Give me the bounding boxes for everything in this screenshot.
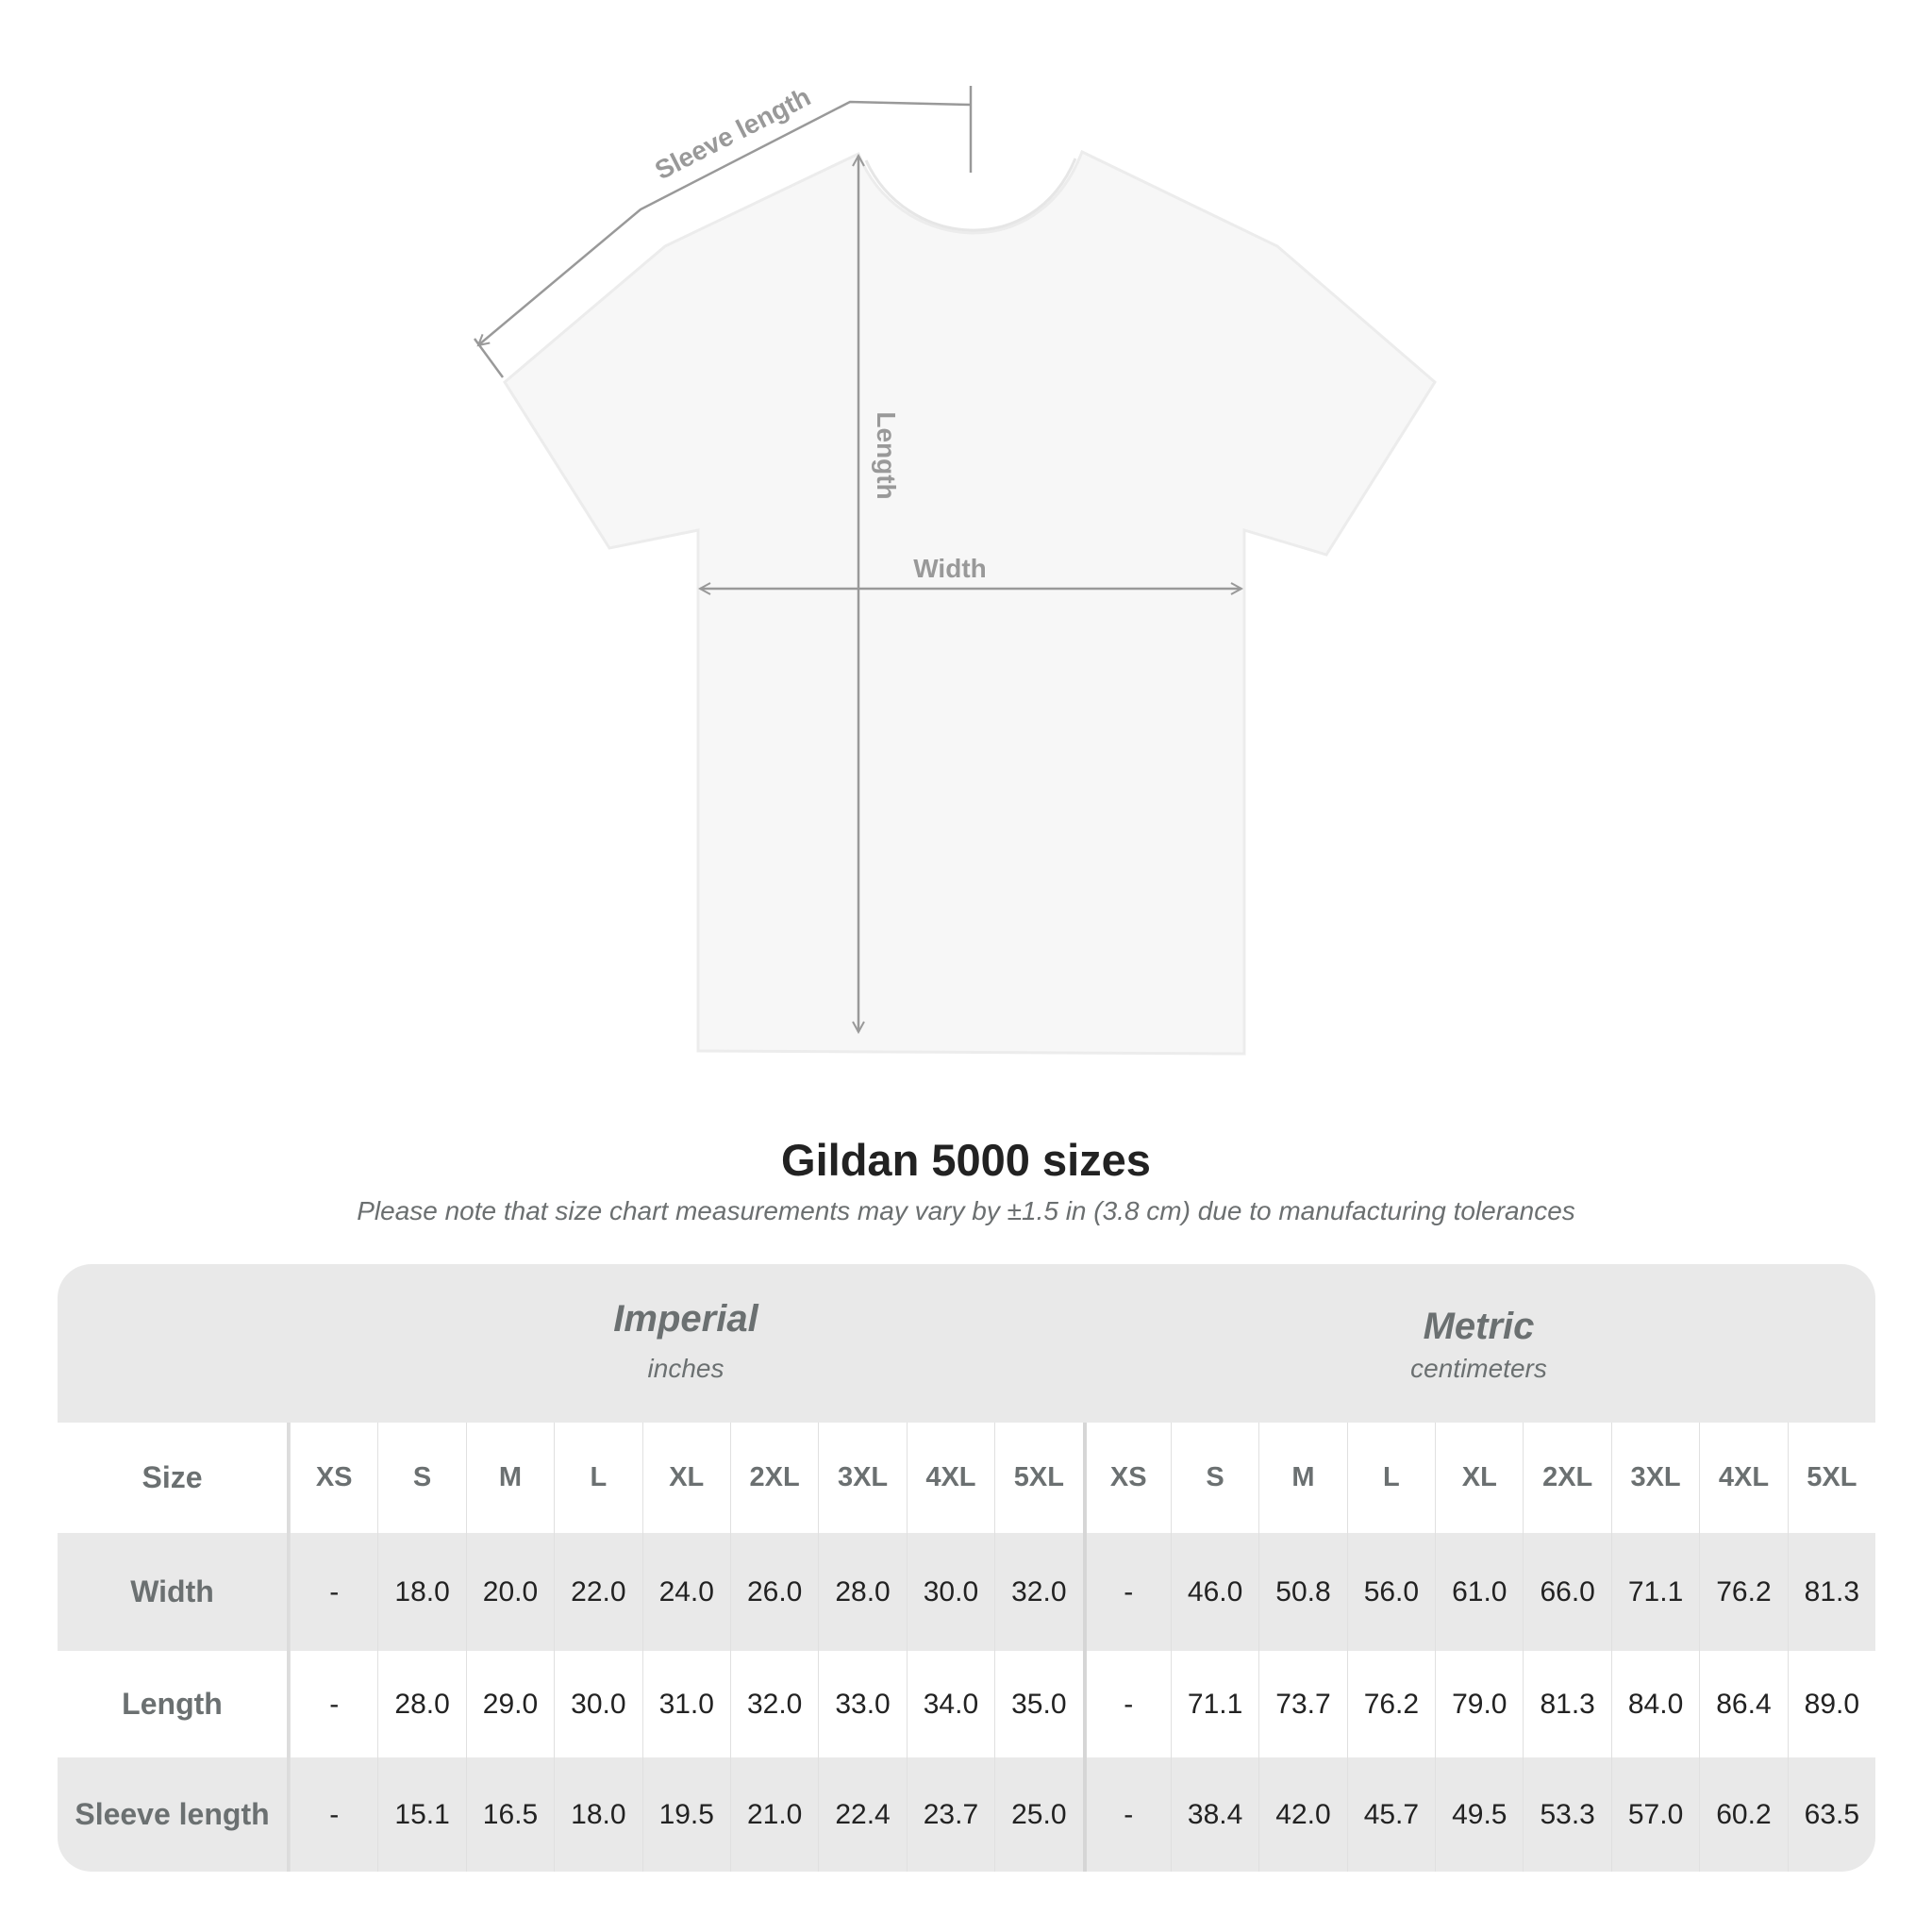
metric-value-cell: 86.4 [1699, 1651, 1787, 1757]
metric-size-header: 4XL [1699, 1423, 1787, 1533]
imperial-value-cell: 20.0 [465, 1533, 554, 1651]
imperial-value-cell: 30.0 [554, 1651, 641, 1757]
metric-value-cell: 61.0 [1435, 1533, 1523, 1651]
metric-size-header: 5XL [1787, 1423, 1875, 1533]
metric-value-cell: 81.3 [1523, 1651, 1610, 1757]
page-title: Gildan 5000 sizes [781, 1135, 1151, 1185]
tolerance-note: Please note that size chart measurements… [357, 1196, 1575, 1225]
imperial-size-header: 4XL [906, 1423, 994, 1533]
metric-value-cell: 81.3 [1787, 1533, 1875, 1651]
metric-value-cell: 66.0 [1523, 1533, 1610, 1651]
tshirt-body [503, 149, 1437, 1056]
imperial-value-cell: 18.0 [377, 1533, 465, 1651]
imperial-value-cell: - [290, 1757, 377, 1872]
imperial-value-cell: 21.0 [729, 1757, 818, 1872]
imperial-value-cell: 22.0 [554, 1533, 641, 1651]
sleeve-length-arrow [478, 100, 972, 345]
imperial-size-header: L [554, 1423, 641, 1533]
metric-value-cell: 53.3 [1523, 1757, 1610, 1872]
table-row: Sleeve length -15.1 16.5 18.0 19.5 21.0 22.4 23… [58, 1757, 1875, 1872]
metric-value-cell: 76.2 [1346, 1651, 1435, 1757]
imperial-value-cell: 33.0 [818, 1651, 906, 1757]
tshirt-diagram: Width Length Sleeve length [473, 82, 1437, 1056]
imperial-size-header: XS [290, 1423, 377, 1533]
size-table: Imperial inches Metric centimeters Size X… [58, 1264, 1875, 1872]
row-label: Width [58, 1533, 290, 1651]
metric-value-cell: 60.2 [1699, 1757, 1787, 1872]
metric-value-cell: - [1082, 1651, 1171, 1757]
imperial-value-cell: 26.0 [729, 1533, 818, 1651]
imperial-value-cell: 23.7 [906, 1757, 994, 1872]
imperial-value-cell: - [290, 1533, 377, 1651]
metric-value-cell: 84.0 [1610, 1651, 1699, 1757]
metric-size-header: XS [1082, 1423, 1171, 1533]
metric-size-header: 3XL [1610, 1423, 1699, 1533]
metric-value-cell: 46.0 [1170, 1533, 1258, 1651]
imperial-heading: Imperial [613, 1298, 758, 1340]
metric-value-cell: 50.8 [1258, 1533, 1346, 1651]
metric-size-header: L [1346, 1423, 1435, 1533]
metric-value-cell: - [1082, 1757, 1171, 1872]
imperial-value-cell: 25.0 [994, 1757, 1082, 1872]
imperial-size-header: 2XL [729, 1423, 818, 1533]
metric-unit: centimeters [1410, 1354, 1547, 1383]
imperial-size-header: XL [641, 1423, 730, 1533]
metric-value-cell: 71.1 [1610, 1533, 1699, 1651]
imperial-value-cell: 19.5 [641, 1757, 730, 1872]
imperial-unit: inches [647, 1354, 724, 1383]
row-label: Length [58, 1651, 290, 1757]
metric-value-cell: 71.1 [1170, 1651, 1258, 1757]
metric-value-cell: 42.0 [1258, 1757, 1346, 1872]
imperial-size-header: 5XL [994, 1423, 1082, 1533]
imperial-size-header: M [465, 1423, 554, 1533]
metric-value-cell: - [1082, 1533, 1171, 1651]
imperial-value-cell: 29.0 [465, 1651, 554, 1757]
metric-value-cell: 45.7 [1346, 1757, 1435, 1872]
length-label: Length [872, 411, 901, 499]
imperial-value-cell: 32.0 [729, 1651, 818, 1757]
size-header-row: Size XS S M L XL 2XL 3XL 4XL 5XL XS S M L XL 2XL 3XL 4XL 5… [58, 1423, 1875, 1533]
metric-value-cell: 49.5 [1435, 1757, 1523, 1872]
imperial-value-cell: 32.0 [994, 1533, 1082, 1651]
metric-heading: Metric [1423, 1306, 1535, 1347]
imperial-value-cell: - [290, 1651, 377, 1757]
imperial-value-cell: 30.0 [906, 1533, 994, 1651]
table-row: Length -28.0 29.0 30.0 31.0 32.0 33.0 34.0 35.0-… [58, 1651, 1875, 1757]
imperial-value-cell: 16.5 [465, 1757, 554, 1872]
imperial-value-cell: 24.0 [641, 1533, 730, 1651]
table-row: Width -18.0 20.0 22.0 24.0 26.0 28.0 30.0 32.0-4… [58, 1533, 1875, 1651]
imperial-value-cell: 15.1 [377, 1757, 465, 1872]
imperial-size-header: 3XL [818, 1423, 906, 1533]
metric-size-header: M [1258, 1423, 1346, 1533]
metric-value-cell: 57.0 [1610, 1757, 1699, 1872]
metric-value-cell: 63.5 [1787, 1757, 1875, 1872]
imperial-value-cell: 28.0 [377, 1651, 465, 1757]
imperial-value-cell: 28.0 [818, 1533, 906, 1651]
imperial-value-cell: 18.0 [554, 1757, 641, 1872]
imperial-value-cell: 34.0 [906, 1651, 994, 1757]
width-label: Width [913, 554, 987, 583]
metric-value-cell: 76.2 [1699, 1533, 1787, 1651]
imperial-value-cell: 31.0 [641, 1651, 730, 1757]
imperial-size-header: S [377, 1423, 465, 1533]
imperial-header: Imperial inches [290, 1264, 1082, 1457]
metric-size-header: 2XL [1523, 1423, 1610, 1533]
metric-value-cell: 73.7 [1258, 1651, 1346, 1757]
metric-size-header: XL [1435, 1423, 1523, 1533]
metric-value-cell: 79.0 [1435, 1651, 1523, 1757]
metric-header: Metric centimeters [1082, 1264, 1875, 1464]
metric-value-cell: 89.0 [1787, 1651, 1875, 1757]
metric-value-cell: 38.4 [1170, 1757, 1258, 1872]
row-label: Size [58, 1423, 290, 1533]
row-label: Sleeve length [58, 1757, 290, 1872]
imperial-value-cell: 22.4 [818, 1757, 906, 1872]
imperial-value-cell: 35.0 [994, 1651, 1082, 1757]
metric-value-cell: 56.0 [1346, 1533, 1435, 1651]
metric-size-header: S [1170, 1423, 1258, 1533]
